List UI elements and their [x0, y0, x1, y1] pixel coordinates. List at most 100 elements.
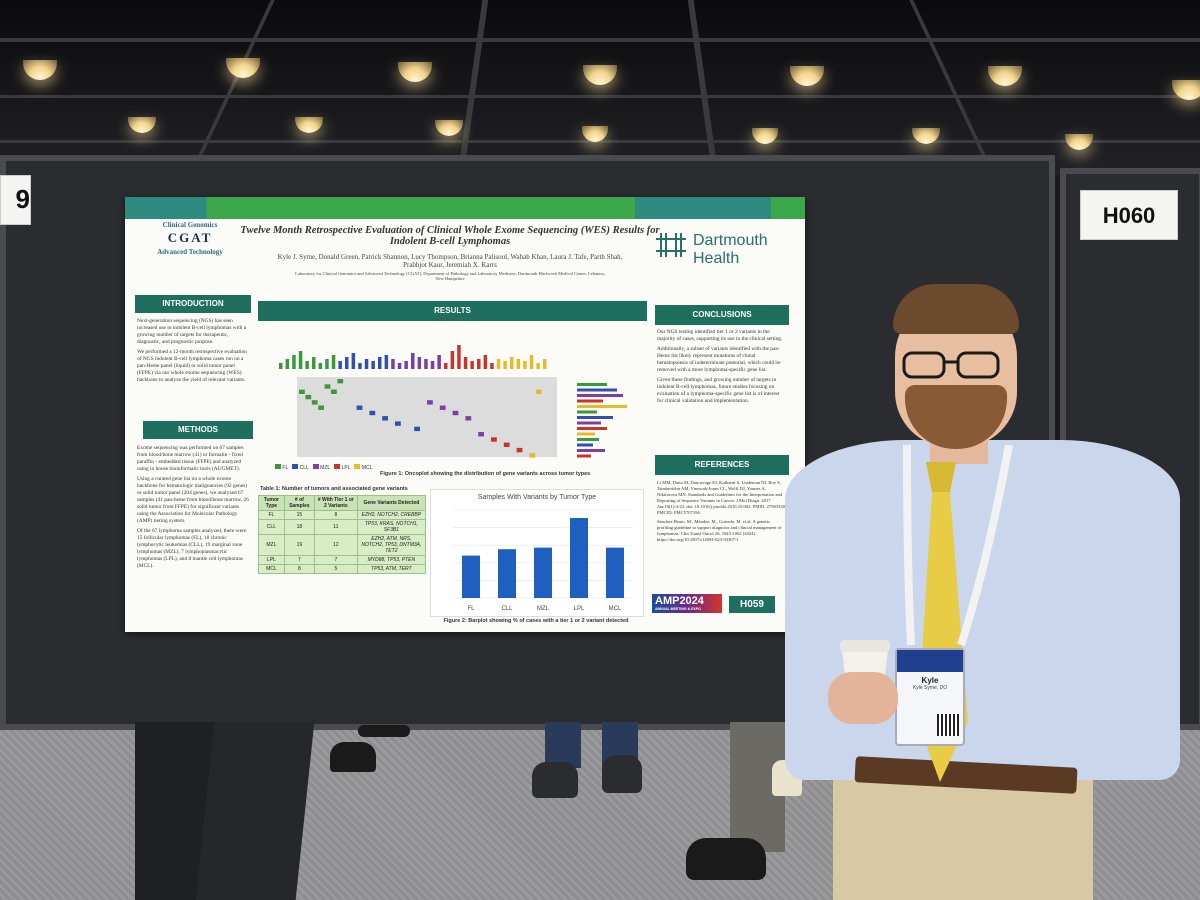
oncoplot-count-bar	[437, 355, 441, 369]
table-row: CLL 18 11 TP53, KRAS, NOTCH1, SF3B1	[258, 519, 427, 535]
oncoplot-count-bar	[338, 361, 342, 369]
booth-number-right: H060	[1080, 190, 1178, 240]
oncoplot-count-bar	[457, 345, 461, 369]
table-row: LPL 7 7 MYD88, TP53, PTEN	[258, 555, 427, 565]
oncoplot-count-bar	[364, 359, 369, 369]
oncoplot-count-bar	[371, 361, 375, 369]
oncoplot-gene-bar	[577, 416, 613, 419]
oncoplot-count-bar	[279, 363, 283, 369]
presenter-hair	[893, 284, 1019, 334]
x-tick-label: LPL	[574, 606, 585, 612]
oncoplot-count-bar	[477, 359, 481, 369]
legend-fl: FL	[282, 465, 289, 471]
bar-mcl	[606, 547, 624, 598]
oncoplot-count-bar	[358, 363, 362, 369]
oncoplot-gene-bar	[577, 432, 595, 436]
background-person-shoe	[532, 762, 578, 798]
oncoplot-variant-cell	[331, 389, 337, 394]
oncoplot-gene-bar	[577, 388, 617, 392]
oncoplot-gene-bar	[577, 438, 599, 441]
research-poster: Clinical Genomics CGAT Advanced Technolo…	[125, 197, 805, 632]
oncoplot-variant-cell	[299, 389, 305, 394]
poster-affiliation: Laboratory for Clinical Genomics and Adv…	[295, 271, 605, 281]
poster-id: H059	[729, 596, 775, 613]
oncoplot-variant-cell	[311, 400, 318, 405]
oncoplot-count-bar	[490, 363, 494, 369]
oncoplot-variant-cell	[305, 394, 312, 400]
cell: MCL	[258, 564, 285, 574]
cell: 8	[313, 510, 358, 520]
oncoplot-gene-bar	[577, 410, 597, 414]
oncoplot-variant-cell	[395, 421, 401, 426]
oncoplot-count-bar	[325, 359, 329, 369]
cell: 12	[313, 534, 358, 556]
oncoplot-variant-cell	[414, 426, 420, 432]
glasses-icon	[900, 350, 1004, 380]
table-header: Gene Variants Detected	[356, 495, 427, 511]
cell: 7	[283, 555, 315, 565]
cell: EZH2, ATM, NRS, NOTCH2, TP53, DNTM3A, TE…	[356, 534, 427, 556]
background-person-shoe	[358, 725, 410, 737]
cell: 19	[283, 534, 315, 556]
oncoplot-count-bar	[430, 361, 435, 369]
barplot-panel: Samples With Variants by Tumor Type FL CL…	[430, 489, 644, 617]
oncoplot-count-bar	[285, 359, 290, 369]
cell: 11	[313, 519, 358, 535]
oncoplot-count-bar	[397, 363, 402, 369]
references-heading: REFERENCES	[655, 455, 789, 475]
ceiling-light	[435, 120, 463, 136]
oncoplot-count-bar	[411, 353, 415, 369]
oncoplot-count-bar	[510, 357, 514, 369]
oncoplot-count-bar	[312, 357, 316, 369]
legend-cll: CLL	[299, 465, 309, 471]
cell: TP53, KRAS, NOTCH1, SF3B1	[356, 519, 427, 535]
badge-subname: Kyle Syme, DO	[912, 685, 948, 691]
oncoplot-variant-cell	[516, 447, 523, 453]
oncoplot-count-bar	[417, 357, 422, 369]
cell: 18	[283, 519, 315, 535]
poster-authors: Kyle J. Syme, Donald Green, Patrick Shan…	[277, 253, 623, 269]
ceiling-light	[988, 66, 1022, 86]
oncoplot-background	[297, 377, 557, 457]
table-row: MZL 19 12 EZH2, ATM, NRS, NOTCH2, TP53, DNT…	[258, 534, 427, 556]
oncoplot-gene-bar	[577, 394, 623, 397]
qr-code-icon	[937, 714, 959, 736]
x-tick-label: MCL	[609, 606, 622, 612]
cgat-logo-top: Clinical Genomics	[162, 221, 218, 229]
oncoplot-variant-cell	[478, 432, 484, 437]
oncoplot-count-bar	[536, 363, 540, 369]
ceiling-light	[23, 60, 57, 80]
figure1-caption: Figure 1: Oncoplot showing the distribut…	[380, 471, 591, 477]
lanyard	[897, 444, 1017, 655]
oncoplot-side-bars	[575, 381, 645, 461]
ceiling-light	[295, 117, 323, 133]
oncoplot-variant-cell	[535, 389, 542, 394]
oncoplot-grid	[275, 377, 560, 459]
ceiling-light	[226, 58, 260, 78]
cell: MYD88, TP53, PTEN	[356, 555, 427, 565]
oncoplot-count-bar	[331, 355, 336, 369]
dartmouth-logo-icon	[653, 227, 689, 263]
oncoplot-variant-cell	[427, 400, 433, 405]
oncoplot-gene-bar	[577, 449, 605, 452]
cell: 7	[313, 555, 358, 565]
oncoplot-count-bar	[378, 357, 382, 369]
methods-bullet: Of the 67 lymphoma samples analyzed, the…	[137, 528, 247, 569]
oncoplot-count-bar	[503, 361, 507, 369]
x-tick-label: FL	[467, 606, 475, 612]
conclusion-bullet: Our NGS testing identified tier 1 or 2 v…	[657, 329, 783, 342]
cell: FL	[258, 510, 285, 520]
cgat-logo-bottom: Advanced Technology	[157, 248, 223, 256]
ceiling	[0, 0, 1200, 175]
oncoplot-variant-cell	[324, 384, 331, 389]
oncoplot-variant-cell	[439, 405, 446, 410]
oncoplot-count-bar	[470, 361, 474, 369]
background-person-legs	[545, 722, 581, 768]
x-tick-label: CLL	[501, 606, 513, 612]
oncoplot-count-bar	[529, 355, 534, 369]
oncoplot-gene-bar	[577, 421, 601, 425]
cell: EZH2, NOTCH2, CREBBP	[356, 510, 427, 520]
oncoplot-gene-bar	[577, 405, 627, 408]
ceiling-light	[398, 62, 432, 82]
amp-2024-logo: AMP2024	[652, 594, 722, 613]
